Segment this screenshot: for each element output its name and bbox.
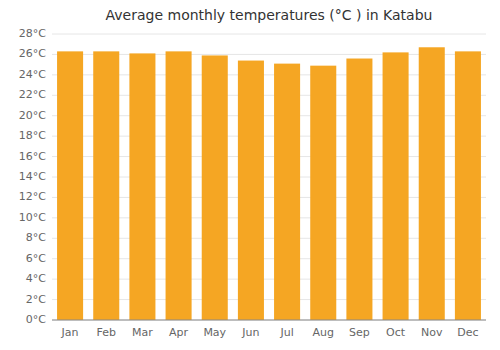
x-axis: Jan Feb Mar Apr May Jun Jul Aug Sep Oct Nov Dec	[61, 326, 479, 339]
x-tick-label: Nov	[421, 326, 443, 339]
y-tick-label: 2°C	[26, 293, 46, 306]
x-tick-label: Feb	[97, 326, 116, 339]
x-tick-label: Aug	[313, 326, 334, 339]
chart: 0°C 2°C 4°C 6°C 8°C 10°C 12°C 14°C 16°C 18°C 20°C 2…	[0, 0, 500, 350]
bar	[383, 52, 409, 320]
y-tick-label: 4°C	[26, 272, 46, 285]
y-axis: 0°C 2°C 4°C 6°C 8°C 10°C 12°C 14°C 16°C 18°C 20°C 2…	[19, 27, 46, 326]
grid-line	[52, 320, 486, 321]
bar	[93, 51, 119, 320]
x-tick-label: Oct	[386, 326, 406, 339]
x-tick-label: Dec	[457, 326, 478, 339]
bar	[166, 51, 192, 320]
x-tick-label: Jan	[61, 326, 79, 339]
y-tick-label: 6°C	[26, 252, 46, 265]
y-tick-label: 22°C	[19, 88, 46, 101]
bar	[455, 51, 481, 320]
bar	[129, 53, 155, 320]
bar	[57, 51, 83, 320]
x-tick-label: Jun	[241, 326, 259, 339]
x-tick-label: May	[203, 326, 226, 339]
x-tick-label: Jul	[279, 326, 293, 339]
y-tick-label: 18°C	[19, 129, 46, 142]
x-tick-label: Mar	[132, 326, 153, 339]
grid-line	[52, 34, 486, 35]
bar	[202, 55, 228, 320]
x-axis-line	[52, 320, 486, 321]
y-tick-label: 12°C	[19, 190, 46, 203]
title: Average monthly temperatures (°C ) in Ka…	[106, 7, 433, 23]
y-tick-label: 8°C	[26, 231, 46, 244]
bar	[238, 61, 264, 320]
bar	[274, 64, 300, 320]
grid	[52, 34, 486, 320]
y-tick-label: 28°C	[19, 27, 46, 40]
y-tick-label: 26°C	[19, 47, 46, 60]
bar	[310, 66, 336, 320]
y-tick-label: 0°C	[26, 313, 46, 326]
y-tick-label: 20°C	[19, 109, 46, 122]
y-tick-label: 16°C	[19, 150, 46, 163]
y-tick-label: 24°C	[19, 68, 46, 81]
y-tick-label: 10°C	[19, 211, 46, 224]
y-tick-label: 14°C	[19, 170, 46, 183]
bar	[419, 47, 445, 320]
bars	[57, 47, 481, 320]
x-tick-label: Sep	[349, 326, 370, 339]
x-tick-label: Apr	[169, 326, 189, 339]
bar	[346, 59, 372, 320]
